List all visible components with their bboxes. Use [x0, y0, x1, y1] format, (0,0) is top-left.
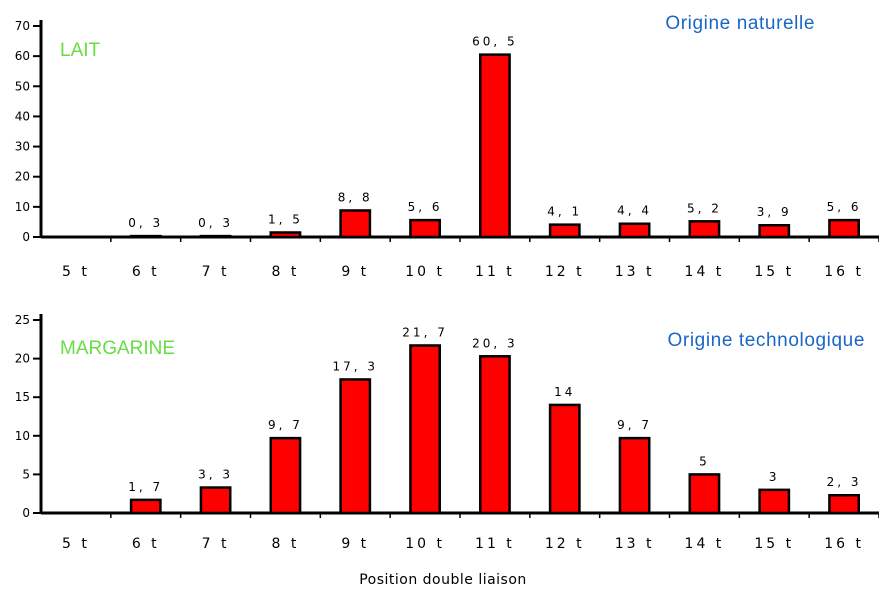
bar	[828, 493, 860, 515]
x-tick-label: 8 t	[271, 264, 299, 280]
data-label: 5, 2	[687, 201, 722, 215]
bar	[129, 498, 162, 515]
product-label: LAIT	[60, 40, 101, 61]
y-tick-label: 10	[15, 200, 30, 214]
data-label: 2, 3	[827, 475, 862, 489]
data-label: 4, 1	[547, 205, 582, 219]
y-tick-label: 30	[15, 140, 30, 154]
data-label: 4, 4	[617, 204, 652, 218]
y-tick-label: 10	[15, 429, 30, 443]
x-tick-label: 9 t	[341, 536, 369, 552]
data-label: 14	[554, 385, 575, 399]
y-tick-label: 60	[15, 49, 30, 63]
y-tick-label: 0	[22, 506, 30, 520]
y-tick-label: 0	[22, 230, 30, 244]
x-tick-label: 15 t	[754, 536, 794, 552]
data-label: 5, 6	[827, 200, 862, 214]
x-tick-label: 12 t	[545, 264, 585, 280]
x-tick-label: 16 t	[824, 264, 864, 280]
data-label: 0, 3	[128, 216, 163, 230]
x-tick-label: 9 t	[341, 264, 369, 280]
data-label: 9, 7	[617, 418, 652, 432]
bar	[409, 218, 441, 239]
chart-margarine: 0 5 10 15 20 25 5 t 6 t 7 t 8 t 9 t 10 t 11 t 12 t 13 …	[15, 313, 879, 552]
bar	[688, 473, 721, 515]
bar	[339, 378, 372, 515]
y-tick-label: 20	[15, 352, 30, 366]
x-tick-label: 15 t	[754, 264, 794, 280]
y-tick-label: 25	[15, 313, 30, 327]
bar	[129, 234, 162, 239]
x-tick-label: 16 t	[824, 536, 864, 552]
origin-label: Origine technologique	[668, 330, 865, 351]
bar	[199, 234, 232, 239]
data-label: 5, 6	[408, 200, 443, 214]
y-tick-label: 40	[15, 109, 30, 123]
data-label: 1, 7	[128, 480, 163, 494]
y-tick-label: 5	[22, 467, 30, 481]
data-label: 5	[699, 454, 710, 468]
x-tick-label: 13 t	[615, 536, 655, 552]
bar	[828, 218, 860, 239]
bar	[339, 209, 372, 239]
x-tick-label: 8 t	[271, 536, 299, 552]
bar	[758, 488, 791, 515]
x-tick-label: 7 t	[202, 264, 230, 280]
data-label: 8, 8	[338, 190, 373, 204]
bar	[688, 220, 721, 239]
y-tick-label: 70	[15, 19, 30, 33]
bar	[199, 486, 232, 515]
x-tick-label: 13 t	[615, 264, 655, 280]
bar	[409, 344, 441, 515]
bar	[548, 223, 581, 239]
bar	[269, 231, 302, 239]
data-label: 1, 5	[268, 212, 303, 226]
origin-label: Origine naturelle	[665, 13, 815, 34]
y-tick-label: 50	[15, 79, 30, 93]
bar	[618, 436, 651, 515]
x-tick-label: 11 t	[475, 264, 515, 280]
x-tick-label: 7 t	[202, 536, 230, 552]
x-tick-label: 5 t	[62, 264, 90, 280]
y-tick-label: 20	[15, 170, 30, 184]
bar	[758, 223, 791, 239]
x-tick-label: 14 t	[685, 536, 725, 552]
x-tick-label: 6 t	[132, 264, 160, 280]
x-tick-label: 10 t	[405, 536, 445, 552]
data-label: 0, 3	[198, 216, 233, 230]
bar	[269, 436, 302, 515]
data-label: 60, 5	[472, 35, 518, 49]
x-tick-label: 12 t	[545, 536, 585, 552]
bar	[618, 222, 651, 239]
data-label: 20, 3	[472, 336, 518, 350]
data-label: 17, 3	[332, 359, 378, 373]
x-tick-label: 5 t	[62, 536, 90, 552]
data-label: 9, 7	[268, 418, 303, 432]
bar	[548, 403, 581, 515]
data-label: 3, 9	[757, 205, 792, 219]
data-label: 3, 3	[198, 468, 233, 482]
x-tick-label: 14 t	[685, 264, 725, 280]
x-tick-label: 11 t	[475, 536, 515, 552]
x-tick-label: 6 t	[132, 536, 160, 552]
chart-lait: 0 10 20 30 40 50 60 70 5 t 6 t 7 t 8 t 9 t 10 t 11 t 12…	[15, 13, 879, 280]
y-tick-label: 15	[15, 390, 30, 404]
bar	[479, 355, 511, 515]
bar	[479, 53, 511, 239]
data-label: 21, 7	[402, 325, 448, 339]
data-label: 3	[769, 470, 780, 484]
product-label: MARGARINE	[60, 338, 175, 359]
x-axis-label: Position double liaison	[359, 572, 527, 588]
x-tick-label: 10 t	[405, 264, 445, 280]
